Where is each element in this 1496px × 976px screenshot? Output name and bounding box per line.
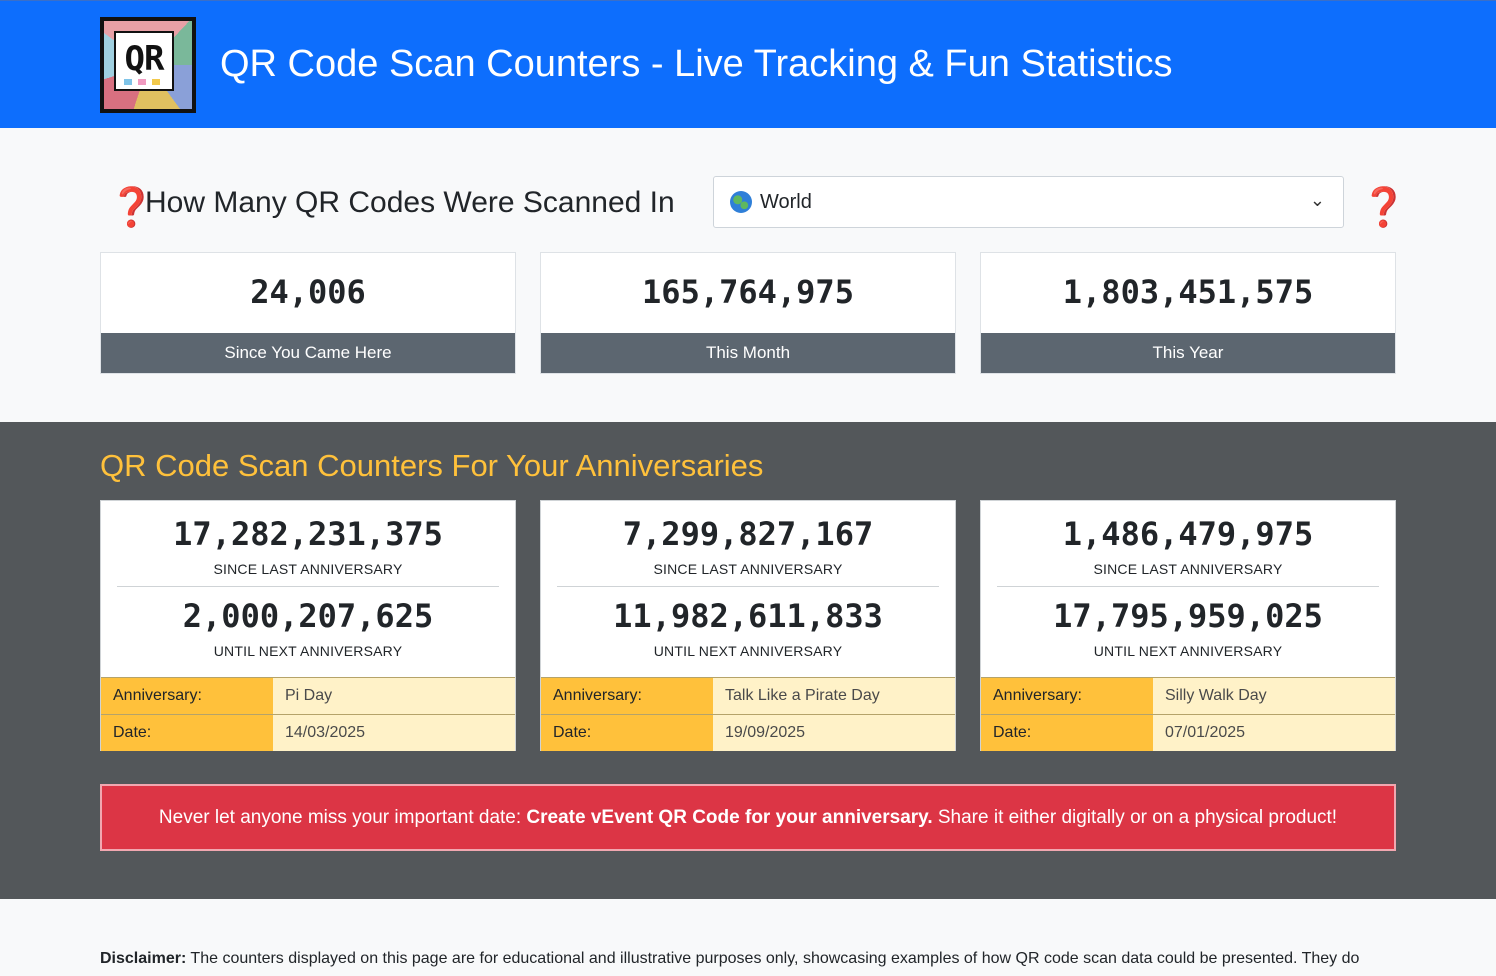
anniversary-name: Talk Like a Pirate Day — [713, 678, 955, 714]
date-row: Date: 19/09/2025 — [541, 714, 955, 751]
anniversary-date: 14/03/2025 — [273, 715, 515, 751]
date-key: Date: — [101, 715, 273, 751]
stat-card-since-here: 24,006 Since You Came Here — [100, 252, 516, 374]
cta-suffix: Share it either digitally or on a physic… — [933, 807, 1338, 828]
anniversary-date: 19/09/2025 — [713, 715, 955, 751]
anniversary-key: Anniversary: — [541, 678, 713, 714]
disclaimer: Disclaimer: The counters displayed on th… — [100, 950, 1400, 968]
page-title: QR Code Scan Counters - Live Tracking & … — [220, 43, 1173, 86]
cta-prefix: Never let anyone miss your important dat… — [159, 807, 527, 828]
stat-label: This Year — [981, 333, 1395, 373]
since-value: 7,299,827,167 — [541, 515, 955, 553]
stat-label: Since You Came Here — [101, 333, 515, 373]
since-value: 1,486,479,975 — [981, 515, 1395, 553]
disclaimer-label: Disclaimer: — [100, 950, 186, 967]
vevent-cta-banner: Never let anyone miss your important dat… — [100, 784, 1396, 851]
date-row: Date: 14/03/2025 — [101, 714, 515, 751]
since-label: SINCE LAST ANNIVERSARY — [101, 561, 515, 577]
anniversaries-section: QR Code Scan Counters For Your Anniversa… — [0, 422, 1496, 899]
anniversary-row: Anniversary: Talk Like a Pirate Day — [541, 677, 955, 714]
anniversary-row: Anniversary: Pi Day — [101, 677, 515, 714]
create-vevent-link[interactable]: Create vEvent QR Code for your anniversa… — [526, 807, 932, 828]
logo-inner: QR — [114, 31, 174, 91]
anniversary-key: Anniversary: — [101, 678, 273, 714]
date-row: Date: 07/01/2025 — [981, 714, 1395, 751]
until-label: UNTIL NEXT ANNIVERSARY — [101, 643, 515, 659]
logo-dots — [124, 79, 160, 85]
anniversary-name: Silly Walk Day — [1153, 678, 1395, 714]
stat-value: 1,803,451,575 — [981, 273, 1395, 311]
anniversaries-title: QR Code Scan Counters For Your Anniversa… — [100, 448, 763, 484]
stat-card-this-year: 1,803,451,575 This Year — [980, 252, 1396, 374]
anniversary-card-pi-day: 17,282,231,375 SINCE LAST ANNIVERSARY 2,… — [100, 500, 516, 751]
chevron-down-icon: ⌄ — [1310, 190, 1325, 211]
until-label: UNTIL NEXT ANNIVERSARY — [981, 643, 1395, 659]
card-divider — [557, 586, 939, 587]
anniversary-name: Pi Day — [273, 678, 515, 714]
globe-icon — [730, 191, 752, 213]
until-value: 11,982,611,833 — [541, 597, 955, 635]
qr-logo-icon[interactable]: QR — [100, 17, 196, 113]
since-value: 17,282,231,375 — [101, 515, 515, 553]
anniversary-card-pirate-day: 7,299,827,167 SINCE LAST ANNIVERSARY 11,… — [540, 500, 956, 751]
until-label: UNTIL NEXT ANNIVERSARY — [541, 643, 955, 659]
scan-question-heading: How Many QR Codes Were Scanned In — [145, 186, 675, 220]
until-value: 2,000,207,625 — [101, 597, 515, 635]
until-value: 17,795,959,025 — [981, 597, 1395, 635]
red-question-mark-icon: ❓ — [1360, 184, 1407, 230]
region-select-value: World — [760, 191, 812, 214]
stat-label: This Month — [541, 333, 955, 373]
card-divider — [997, 586, 1379, 587]
scan-counter-section: ❓ How Many QR Codes Were Scanned In Worl… — [0, 128, 1496, 422]
logo-text: QR — [116, 39, 172, 79]
card-divider — [117, 586, 499, 587]
date-key: Date: — [541, 715, 713, 751]
anniversary-date: 07/01/2025 — [1153, 715, 1395, 751]
site-header: QR QR Code Scan Counters - Live Tracking… — [0, 0, 1496, 128]
stat-value: 24,006 — [101, 273, 515, 311]
anniversary-key: Anniversary: — [981, 678, 1153, 714]
anniversary-row: Anniversary: Silly Walk Day — [981, 677, 1395, 714]
since-label: SINCE LAST ANNIVERSARY — [981, 561, 1395, 577]
anniversary-card-silly-walk-day: 1,486,479,975 SINCE LAST ANNIVERSARY 17,… — [980, 500, 1396, 751]
since-label: SINCE LAST ANNIVERSARY — [541, 561, 955, 577]
stat-value: 165,764,975 — [541, 273, 955, 311]
disclaimer-text: The counters displayed on this page are … — [186, 950, 1359, 967]
stat-card-this-month: 165,764,975 This Month — [540, 252, 956, 374]
region-select[interactable]: World ⌄ — [713, 176, 1344, 228]
date-key: Date: — [981, 715, 1153, 751]
